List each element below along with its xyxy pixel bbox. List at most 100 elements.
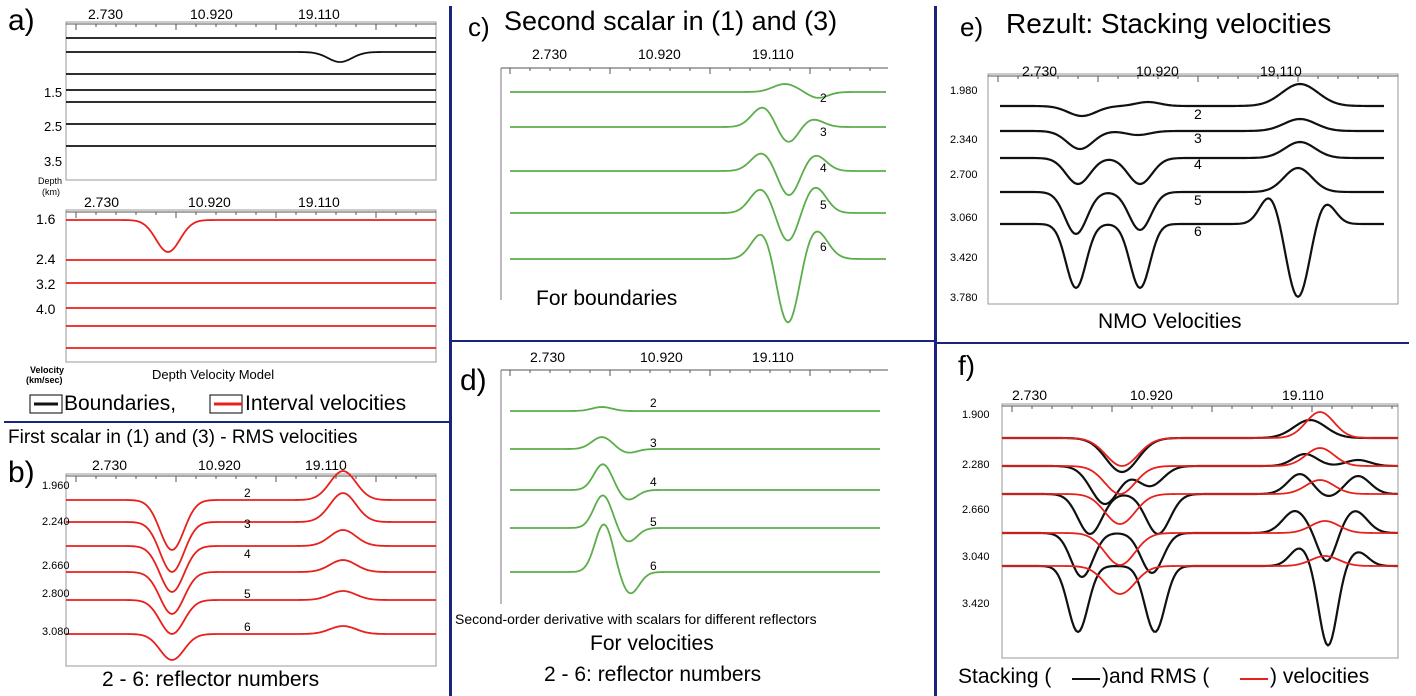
panel-a-tick-x3: 19.110 [298, 6, 340, 22]
panel-e-y-tick-5: 3.420 [950, 252, 978, 264]
panel-a-depth-tick-3: 3.5 [44, 154, 63, 169]
panel-b-tick-x1: 2.730 [92, 457, 128, 473]
panel-f-stacking-5 [1002, 510, 1399, 579]
panel-d-curve-2 [510, 406, 880, 412]
panel-c-curve-label-2: 2 [820, 91, 827, 105]
panel-f-y-tick-2: 2.280 [962, 459, 990, 471]
panel-d-curve-label-3: 3 [650, 436, 657, 450]
panel-a-tick-x2: 10.920 [190, 6, 233, 22]
panel-e-curve-6 [1000, 197, 1384, 298]
panel-d-curve-label-4: 4 [650, 475, 657, 489]
panel-f-tick-x2: 10.920 [1130, 387, 1173, 403]
panel-f-y-tick-5: 3.420 [962, 598, 990, 610]
panel-b-curve-1 [66, 492, 436, 573]
panel-d-curve-4 [510, 463, 880, 501]
panel-e-tick-x2: 10.920 [1136, 63, 1179, 79]
panel-c-curve-label-3: 3 [820, 125, 827, 139]
panel-a-depth-unit: (km) [42, 187, 60, 197]
panel-d-curve-5 [510, 494, 880, 543]
panel-e-curve-5 [1000, 166, 1384, 236]
panel-e-y-tick-4: 3.060 [950, 212, 978, 224]
panel-b-curve-5 [66, 625, 436, 661]
panel-e-y-tick-1: 1.980 [950, 85, 978, 97]
panel-b-y-tick-4: 2.800 [42, 588, 70, 600]
panel-e-curve-label-5: 5 [1194, 192, 1202, 208]
panel-b-curve-top [66, 470, 436, 551]
panel-c-curve-4 [510, 152, 886, 196]
panel-d-tick-x3: 19.110 [752, 349, 794, 365]
panel-a-letter: a) [8, 4, 35, 37]
divider-left [449, 6, 452, 696]
panel-e-curve-4 [1000, 140, 1384, 186]
panel-a-vel-tick-1: 1.6 [36, 211, 56, 227]
panel-b-y-tick-3: 2.660 [42, 560, 70, 572]
panel-b-curve-label-6: 6 [244, 620, 251, 634]
panel-c-title: Second scalar in (1) and (3) [504, 6, 838, 36]
panel-a-velocity-frame [65, 209, 437, 363]
panel-b-title: First scalar in (1) and (3) - RMS veloci… [8, 427, 358, 448]
panel-a-depth-frame [65, 21, 437, 181]
panel-a-interval-0 [66, 219, 436, 253]
panel-f-rms-3 [1002, 447, 1398, 495]
panel-a-legend-boundaries: Boundaries, [64, 392, 177, 415]
panel-b-curve-2 [66, 529, 436, 593]
panel-d-letter: d) [460, 364, 487, 397]
panel-f-caption-a: Stacking ( [958, 665, 1052, 688]
panel-d-tick-x2: 10.920 [640, 349, 683, 365]
panel-d-caption: For velocities [590, 632, 714, 655]
divider-right [934, 6, 937, 696]
panel-a-vel-tick-3: 3.2 [36, 276, 56, 292]
panel-c-letter: c) [468, 12, 490, 42]
panel-b-y-tick-5: 3.080 [42, 626, 70, 638]
panel-d-tick-x1: 2.730 [530, 349, 566, 365]
panel-e-tick-x3: 19.110 [1260, 63, 1302, 79]
panel-e-y-tick-6: 3.780 [950, 292, 978, 304]
panel-b-frame [65, 473, 437, 667]
panel-b-curve-label-4: 4 [244, 547, 251, 561]
panel-e-curve-label-2: 2 [1194, 106, 1202, 122]
panel-f-tick-x3: 19.110 [1282, 387, 1324, 403]
panel-c-curve-label-4: 4 [820, 161, 827, 175]
panel-a-vel-tick-x3: 19.110 [298, 194, 340, 210]
panel-f-frame [1001, 403, 1399, 659]
panel-a-vel-tick-x2: 10.920 [188, 194, 231, 210]
panel-f-rms-6 [1002, 555, 1398, 595]
panel-c-curve-label-5: 5 [820, 198, 827, 212]
panel-f-y-tick-1: 1.900 [962, 409, 990, 421]
panel-c-caption: For boundaries [536, 287, 678, 310]
panel-e-y-tick-3: 2.700 [950, 169, 978, 181]
panel-c-curve-2 [510, 83, 886, 99]
panel-b-curve-label-2: 2 [244, 486, 251, 500]
panel-f-caption-b: )and RMS ( [1102, 665, 1210, 688]
panel-a-vel-label: Velocity [30, 365, 65, 375]
panel-a-depth-tick-2: 2.5 [44, 119, 63, 134]
divider-ab [4, 421, 449, 423]
panel-e-frame [987, 73, 1399, 305]
panel-c-tick-x1: 2.730 [532, 46, 568, 62]
panel-e-tick-x1: 2.730 [1022, 63, 1058, 79]
panel-b-letter: b) [8, 456, 35, 489]
panel-f-caption-c: ) velocities [1270, 665, 1370, 688]
panel-c-curve-6 [510, 230, 886, 324]
panel-d-curve-6 [510, 523, 880, 595]
panel-a-boundary-1 [66, 51, 436, 63]
legend-boundaries-swatch [29, 394, 63, 414]
panel-b-caption: 2 - 6: reflector numbers [102, 668, 320, 691]
panel-f-y-tick-3: 2.660 [962, 504, 990, 516]
panel-f-tick-x1: 2.730 [1012, 387, 1048, 403]
panel-f-letter: f) [958, 350, 976, 381]
panel-e-letter: e) [960, 12, 984, 42]
panel-a-legend-interval: Interval velocities [245, 392, 407, 415]
panel-a-vel-tick-x1: 2.730 [84, 194, 120, 210]
panel-b-y-tick-1: 1.960 [42, 480, 70, 492]
panel-c-curve-label-6: 6 [820, 240, 827, 254]
divider-cd [452, 340, 934, 342]
panel-c-tick-x2: 10.920 [638, 46, 681, 62]
panel-f-rms-4 [1002, 479, 1398, 525]
panel-a-vel-tick-4: 4.0 [36, 301, 56, 317]
panel-b-curve-label-3: 3 [244, 517, 251, 531]
panel-c-curve-5 [510, 186, 886, 242]
panel-d-caption-small: Second-order derivative with scalars for… [455, 611, 817, 627]
panel-b-curve-3 [66, 559, 436, 615]
panel-f-y-tick-4: 3.040 [962, 551, 990, 563]
